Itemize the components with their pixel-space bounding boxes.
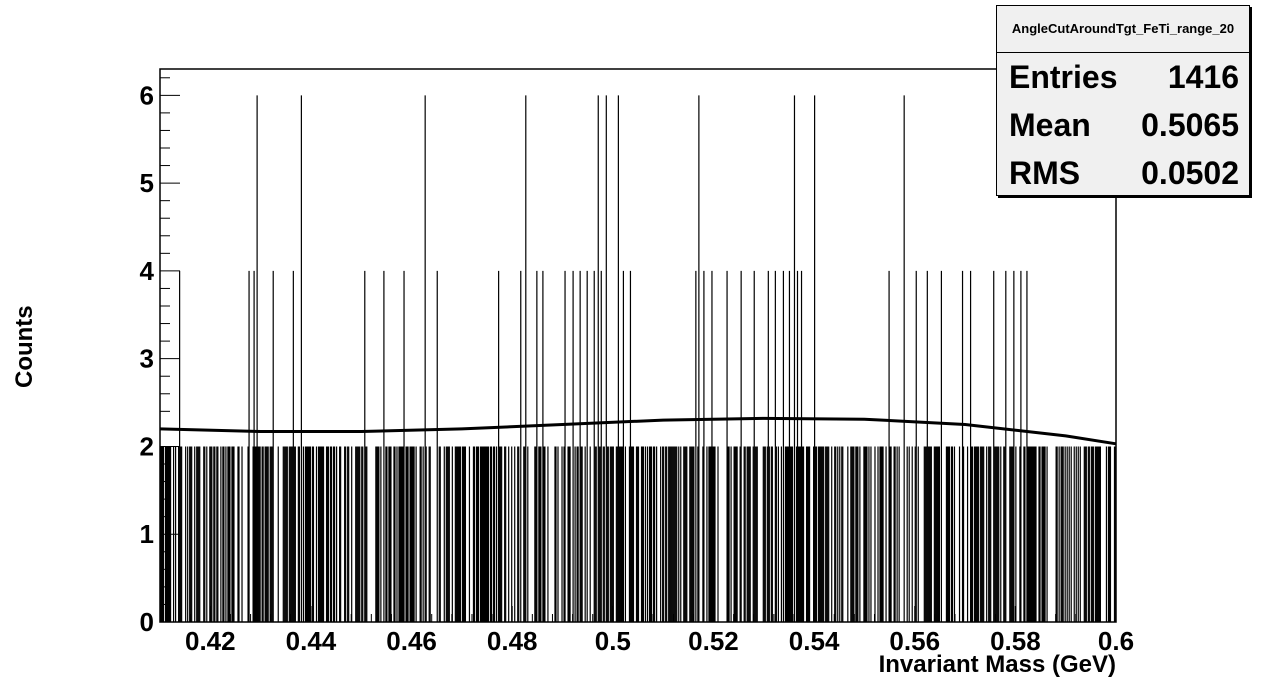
x-tick-label: 0.44 xyxy=(286,626,337,656)
entries-value: 1416 xyxy=(1167,58,1239,95)
stats-title: AngleCutAroundTgt_FeTi_range_20 xyxy=(997,6,1249,53)
x-axis: 0.42 0.44 0.46 0.48 0.5 0.52 0.54 0.56 0.58 0.6 xyxy=(169,606,1134,656)
x-tick-label: 0.56 xyxy=(889,626,940,656)
x-tick-label: 0.5 xyxy=(595,626,631,656)
stats-mean-row: Mean 0.5065 xyxy=(997,101,1249,149)
mean-label: Mean xyxy=(1009,106,1091,143)
entries-label: Entries xyxy=(1009,58,1118,95)
stats-rms-row: RMS 0.0502 xyxy=(997,149,1249,197)
histogram-bars xyxy=(159,95,1117,622)
mean-value: 0.5065 xyxy=(1141,106,1239,143)
x-tick-label: 0.6 xyxy=(1098,626,1134,656)
x-tick-label: 0.46 xyxy=(386,626,437,656)
x-tick-label: 0.52 xyxy=(688,626,739,656)
y-tick-label: 1 xyxy=(140,519,154,549)
rms-value: 0.0502 xyxy=(1141,154,1239,191)
stats-box: AngleCutAroundTgt_FeTi_range_20 Entries … xyxy=(996,5,1250,196)
fit-curve xyxy=(159,416,1117,446)
x-tick-label: 0.48 xyxy=(487,626,538,656)
y-tick-label: 2 xyxy=(140,431,154,461)
y-tick-label: 4 xyxy=(140,256,155,286)
x-axis-title: Invariant Mass (GeV) xyxy=(879,651,1116,678)
y-tick-label: 6 xyxy=(140,80,154,110)
y-tick-label: 3 xyxy=(140,344,154,374)
x-tick-label: 0.42 xyxy=(185,626,236,656)
y-axis: 0 1 2 3 4 5 6 xyxy=(140,77,180,637)
y-tick-label: 5 xyxy=(140,168,154,198)
y-tick-label: 0 xyxy=(140,607,154,637)
x-tick-label: 0.58 xyxy=(990,626,1041,656)
x-tick-label: 0.54 xyxy=(789,626,840,656)
plot-frame xyxy=(159,68,1117,623)
rms-label: RMS xyxy=(1009,154,1081,191)
y-axis-title: Counts xyxy=(11,305,38,388)
stats-entries-row: Entries 1416 xyxy=(997,53,1249,101)
